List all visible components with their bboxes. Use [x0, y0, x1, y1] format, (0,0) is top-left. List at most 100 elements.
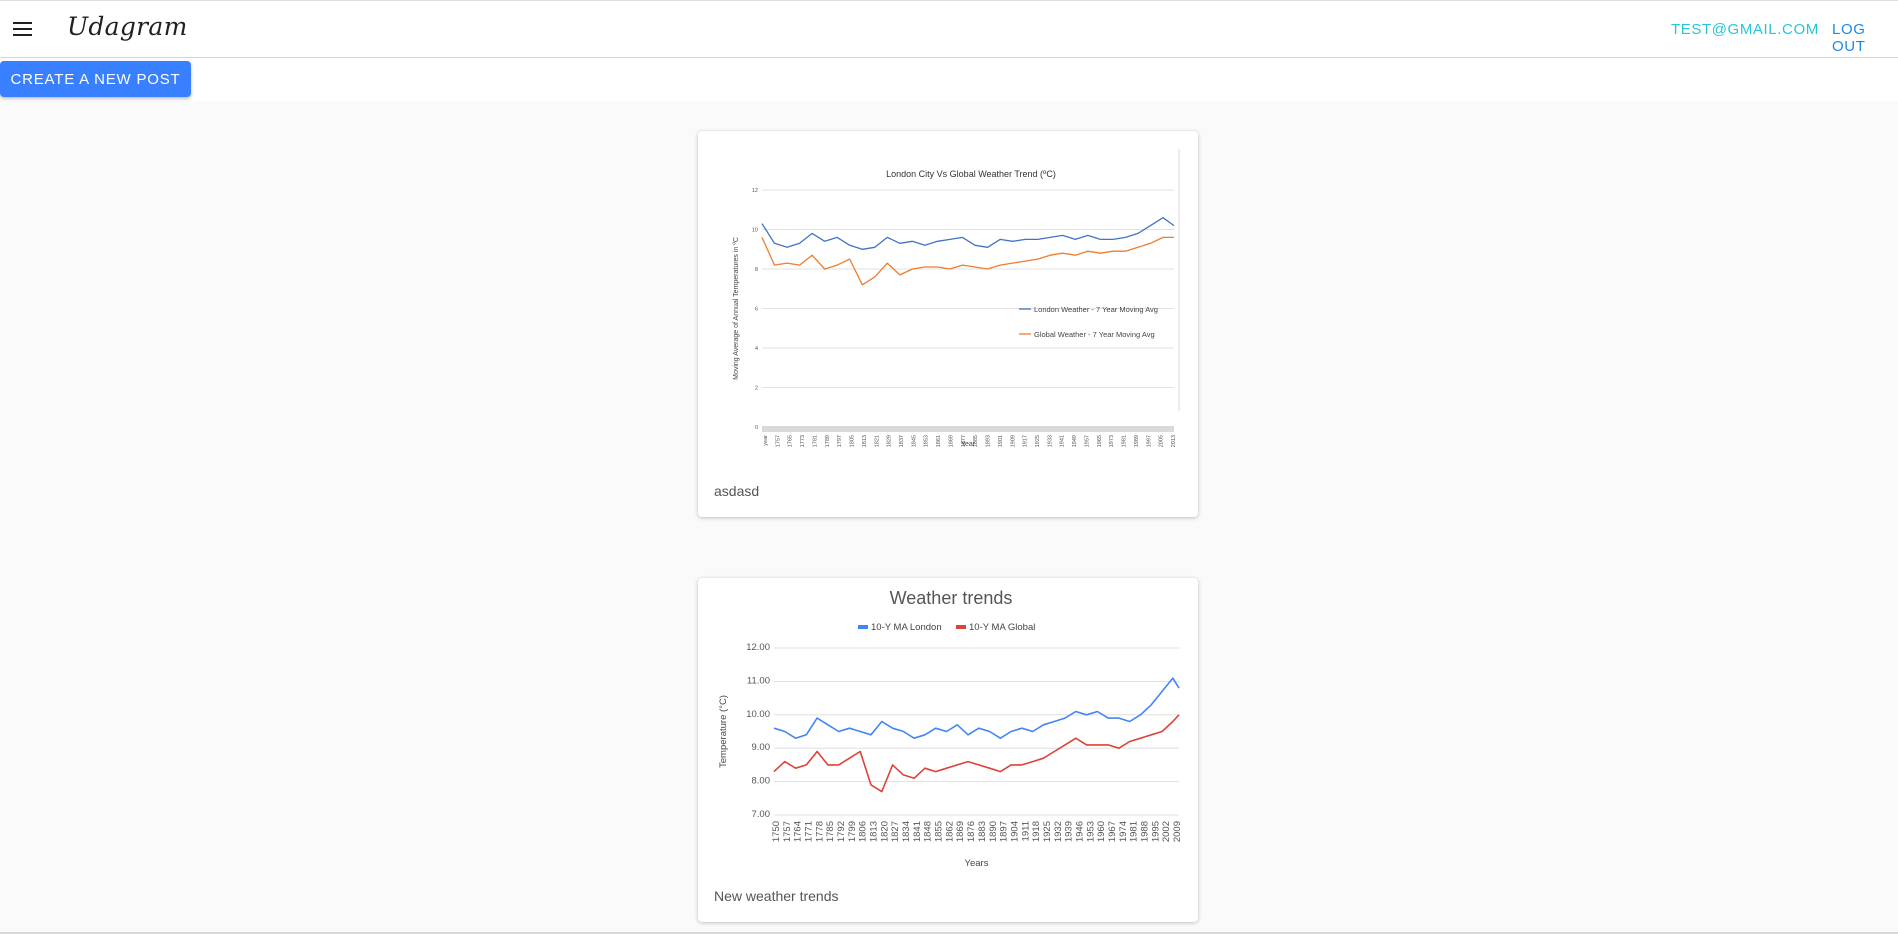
chart-x-tick-label: year — [763, 435, 769, 446]
chart-legend-label: London Weather - 7 Year Moving Avg — [1034, 305, 1158, 314]
chart-x-tick-label: 1827 — [890, 821, 901, 842]
chart-x-tick-label: 1897 — [999, 821, 1010, 842]
chart-x-tick-label: 1967 — [1107, 821, 1118, 842]
chart-legend-label: 10-Y MA London — [871, 622, 942, 633]
logout-button[interactable]: LOG OUT — [1832, 21, 1866, 55]
chart-y-tick-label: 2 — [755, 386, 758, 392]
chart-x-tick-label: 1821 — [874, 435, 880, 447]
chart-x-tick-label: 1893 — [986, 435, 992, 447]
chart-x-tick-label: 1957 — [1084, 435, 1090, 447]
post-card: Weather trends 7.00 8.00 9.00 10.00 11.00 12.0… — [698, 578, 1198, 922]
chart-x-tick-label: 1877 — [961, 435, 967, 447]
chart-x-tick-label: 1785 — [825, 821, 836, 842]
chart-x-tick-label: 1848 — [923, 821, 934, 842]
chart-x-tick-label: 1925 — [1035, 435, 1041, 447]
chart-x-tick-label: 1799 — [847, 821, 858, 842]
chart-x-axis-title: Years — [965, 858, 989, 869]
chart-x-tick-label: 1757 — [782, 821, 793, 842]
chart-y-tick-label: 4 — [755, 346, 758, 352]
create-post-button[interactable]: CREATE A NEW POST — [0, 61, 191, 97]
chart-x-tick-label: 1941 — [1060, 435, 1066, 447]
user-email-link[interactable]: TEST@GMAIL.COM — [1671, 21, 1819, 38]
chart-y-tick-label: 0 — [755, 425, 758, 431]
chart-y-tick-label: 6 — [755, 307, 758, 313]
action-bar — [0, 58, 1898, 101]
menu-icon[interactable] — [10, 16, 36, 42]
chart-x-tick-label: 1965 — [1097, 435, 1103, 447]
chart-x-tick-label: 1855 — [934, 821, 945, 842]
chart-x-tick-label: 1789 — [825, 435, 831, 447]
chart-y-tick-label: 7.00 — [752, 809, 771, 820]
chart-x-tick-label: 1933 — [1047, 435, 1053, 447]
chart-x-tick-label: 1845 — [911, 435, 917, 447]
chart-x-tick-label: 1750 — [771, 821, 782, 842]
chart-x-tick-label: 1792 — [836, 821, 847, 842]
chart-legend-label: Global Weather - 7 Year Moving Avg — [1034, 330, 1155, 339]
chart-x-tick-label: 1911 — [1020, 821, 1031, 841]
chart-x-tick-label: 1932 — [1053, 821, 1064, 842]
chart-x-tick-label: 1974 — [1118, 821, 1129, 842]
chart-x-tick-label: 2009 — [1172, 821, 1182, 842]
chart-x-tick-label: 1988 — [1139, 821, 1150, 842]
chart-x-tick-label: 1917 — [1023, 435, 1029, 447]
post-chart-image: Weather trends 7.00 8.00 9.00 10.00 11.00 12.0… — [718, 588, 1182, 869]
post-caption: asdasd — [714, 483, 760, 499]
chart-x-tick-label: 1953 — [1085, 821, 1096, 842]
chart-x-tick-label: 1765 — [788, 435, 794, 447]
chart-x-axis-title: Year — [961, 441, 976, 448]
chart-title: Weather trends — [890, 588, 1013, 608]
chart-x-tick-label: 2002 — [1161, 821, 1172, 842]
chart-x-tick-label: 1973 — [1109, 435, 1115, 447]
chart-y-tick-label: 9.00 — [752, 742, 771, 753]
chart-series-line — [773, 714, 1180, 793]
chart-x-tick-label: 1995 — [1150, 821, 1161, 842]
chart-x-tick-label: 1960 — [1096, 821, 1107, 842]
chart-x-tick-label: 2005 — [1159, 435, 1165, 447]
chart-series-line — [761, 236, 1174, 286]
chart-x-tick-label: 1778 — [814, 821, 825, 842]
chart-x-tick-label: 1997 — [1146, 435, 1152, 447]
post-card: London City Vs Global Weather Trend (ºC)… — [698, 131, 1198, 517]
chart-x-tick-label: 1946 — [1074, 821, 1085, 842]
chart-x-tick-label: 1813 — [869, 821, 880, 842]
chart-y-tick-label: 12 — [752, 188, 758, 194]
chart-x-tick-label: 1939 — [1064, 821, 1075, 842]
chart-x-tick-label: 1834 — [901, 821, 912, 842]
chart-y-tick-label: 12.00 — [746, 642, 770, 653]
chart-x-tick-label: 1981 — [1122, 435, 1128, 447]
chart-title: London City Vs Global Weather Trend (ºC) — [886, 169, 1056, 179]
chart-x-tick-label: 1853 — [924, 435, 930, 447]
chart-x-tick-label: 1989 — [1134, 435, 1140, 447]
chart-x-tick-label: 1806 — [858, 821, 869, 842]
app-brand[interactable]: Udagram — [67, 12, 188, 41]
chart-x-tick-label: 1869 — [948, 435, 954, 447]
chart-series-line — [773, 677, 1180, 739]
chart-x-tick-label: 1781 — [812, 435, 818, 447]
post-caption: New weather trends — [714, 888, 839, 904]
chart-y-axis-title: Moving Average of Annual Temperatures in… — [733, 237, 740, 380]
chart-axis-band — [762, 426, 1174, 432]
chart-legend-label: 10-Y MA Global — [969, 622, 1035, 633]
chart-x-tick-label: 1841 — [912, 821, 923, 842]
chart-y-axis-title: Temperature (°C) — [718, 695, 729, 768]
chart-x-tick-label: 1862 — [944, 821, 955, 842]
chart-x-tick-label: 1797 — [837, 435, 843, 447]
chart-x-tick-label: 1885 — [973, 435, 979, 447]
chart-y-tick-label: 10 — [752, 228, 758, 234]
chart-x-tick-label: 1981 — [1129, 821, 1140, 842]
chart-y-tick-label: 8 — [755, 267, 758, 273]
chart-series-line — [761, 217, 1175, 250]
chart-x-tick-label: 1837 — [899, 435, 905, 447]
chart-x-tick-label: 1829 — [887, 435, 893, 447]
chart-x-tick-label: 1764 — [793, 821, 804, 842]
chart-x-tick-label: 1949 — [1072, 435, 1078, 447]
chart-x-tick-label: 1805 — [850, 435, 856, 447]
chart-x-tick-label: 1909 — [1010, 435, 1016, 447]
chart-x-tick-label: 1901 — [998, 435, 1004, 447]
chart-x-tick-label: 1918 — [1031, 821, 1042, 842]
chart-x-tick-label: 1869 — [955, 821, 966, 842]
chart-y-tick-label: 10.00 — [746, 709, 770, 720]
chart-x-tick-label: 1861 — [936, 435, 942, 447]
chart-x-tick-label: 2013 — [1171, 435, 1177, 447]
chart-x-tick-label: 1773 — [800, 435, 806, 447]
